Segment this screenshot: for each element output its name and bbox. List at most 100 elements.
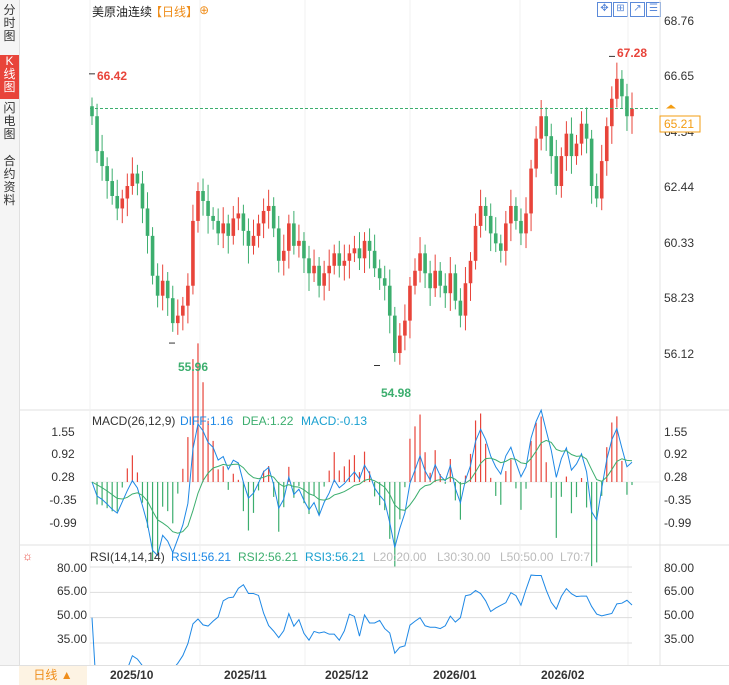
candle [221,207,226,249]
candle [372,234,377,278]
candle [559,147,564,198]
candle [514,197,518,230]
candle [352,235,357,263]
candle [569,117,574,174]
candle [155,263,160,308]
candle [408,277,412,339]
rsi-tick: 50.00 [664,608,694,622]
candle [327,249,331,291]
l70-label: L70:7 [560,550,590,564]
plus-circle-icon[interactable]: ⊕ [199,3,210,17]
candle [90,97,94,125]
diff-line [91,408,633,557]
candle [599,144,604,211]
last-price-box [659,115,701,133]
candle [594,173,599,208]
candle [256,214,261,248]
settings-gear-icon: ☼ [22,549,33,563]
macd-tick: -0.99 [49,516,77,530]
rsi-tick: 50.00 [57,608,87,622]
candle [186,273,190,324]
macd-tick: -0.35 [664,493,692,507]
candle [135,164,140,196]
tab-contract-info[interactable]: 合约资料 [3,154,16,207]
rsi-title: RSI(14,14,14) [90,550,165,564]
candle [403,304,407,351]
macd-value: MACD:-0.13 [301,414,367,428]
candle [276,215,281,273]
candle [539,100,543,151]
macd-title: MACD(26,12,9) [92,414,175,428]
candle [120,189,125,224]
rsi-line [91,574,633,665]
candle [160,264,165,311]
candle [115,179,120,221]
candle [95,103,99,163]
rsi-tick: 80.00 [664,561,694,575]
candle [458,288,463,328]
price-tick: 60.33 [664,236,694,250]
candle [504,210,508,266]
rsi-tick: 65.00 [664,584,694,598]
tab-flash[interactable]: 闪电图 [3,101,16,141]
macd-tick: 0.92 [51,447,75,461]
candle [448,257,453,311]
price-tick: 56.12 [664,347,694,361]
candle [110,168,114,205]
chart-canvas[interactable]: 68.76 66.65 64.54 62.44 60.33 58.23 56.1… [0,0,729,665]
draw-icon[interactable]: ↗ [630,2,645,17]
candle [312,249,316,282]
tab-timeshare[interactable]: 分时图 [3,3,16,43]
candle [377,259,382,290]
candle [625,83,629,131]
candle [191,204,195,295]
candle [574,134,579,165]
tab-kline[interactable]: K线图 [0,55,19,99]
candle [610,86,614,144]
macd-tick: 1.55 [664,425,688,439]
candle [554,139,559,195]
candle [478,189,483,238]
candle [342,244,347,281]
candle [266,189,271,229]
candle [362,232,367,274]
candle [100,134,104,181]
candle [498,234,503,263]
expand-icon[interactable]: ✥ [597,2,612,17]
macd-tick: 1.55 [51,425,75,439]
candle [438,262,443,298]
rsi2-label: RSI2:56.21 [238,550,298,564]
candle [196,182,200,233]
candle [150,227,155,285]
candle [589,129,594,204]
dea-line [91,439,633,534]
annotation-first: 66.42 [97,69,127,83]
x-axis-label: 2026/02 [541,668,585,682]
candle [281,234,286,276]
rsi-tick: 35.00 [664,632,694,646]
candle [140,171,145,224]
candle [130,157,135,195]
macd-tick: -0.35 [49,493,77,507]
candle [529,159,533,232]
candle [468,252,473,301]
candle [307,245,311,291]
period-select-button[interactable]: 日线 ▲ [19,666,87,685]
candle [509,189,513,242]
annotation-low1: 55.96 [178,360,208,374]
price-tick: 66.65 [664,69,694,83]
candle [584,107,589,154]
candle [544,107,549,151]
rsi-tick: 35.00 [57,632,87,646]
candle [367,228,372,269]
l20-label: L20:20.00 [373,550,427,564]
candle [297,224,301,258]
candle [579,111,584,156]
macd-diff: DIFF:1.16 [180,414,234,428]
candle [226,214,231,254]
candle [615,62,619,108]
macd-tick: 0.28 [51,470,75,484]
candle [165,272,170,316]
price-tick: 68.76 [664,14,694,28]
candle [170,285,175,332]
